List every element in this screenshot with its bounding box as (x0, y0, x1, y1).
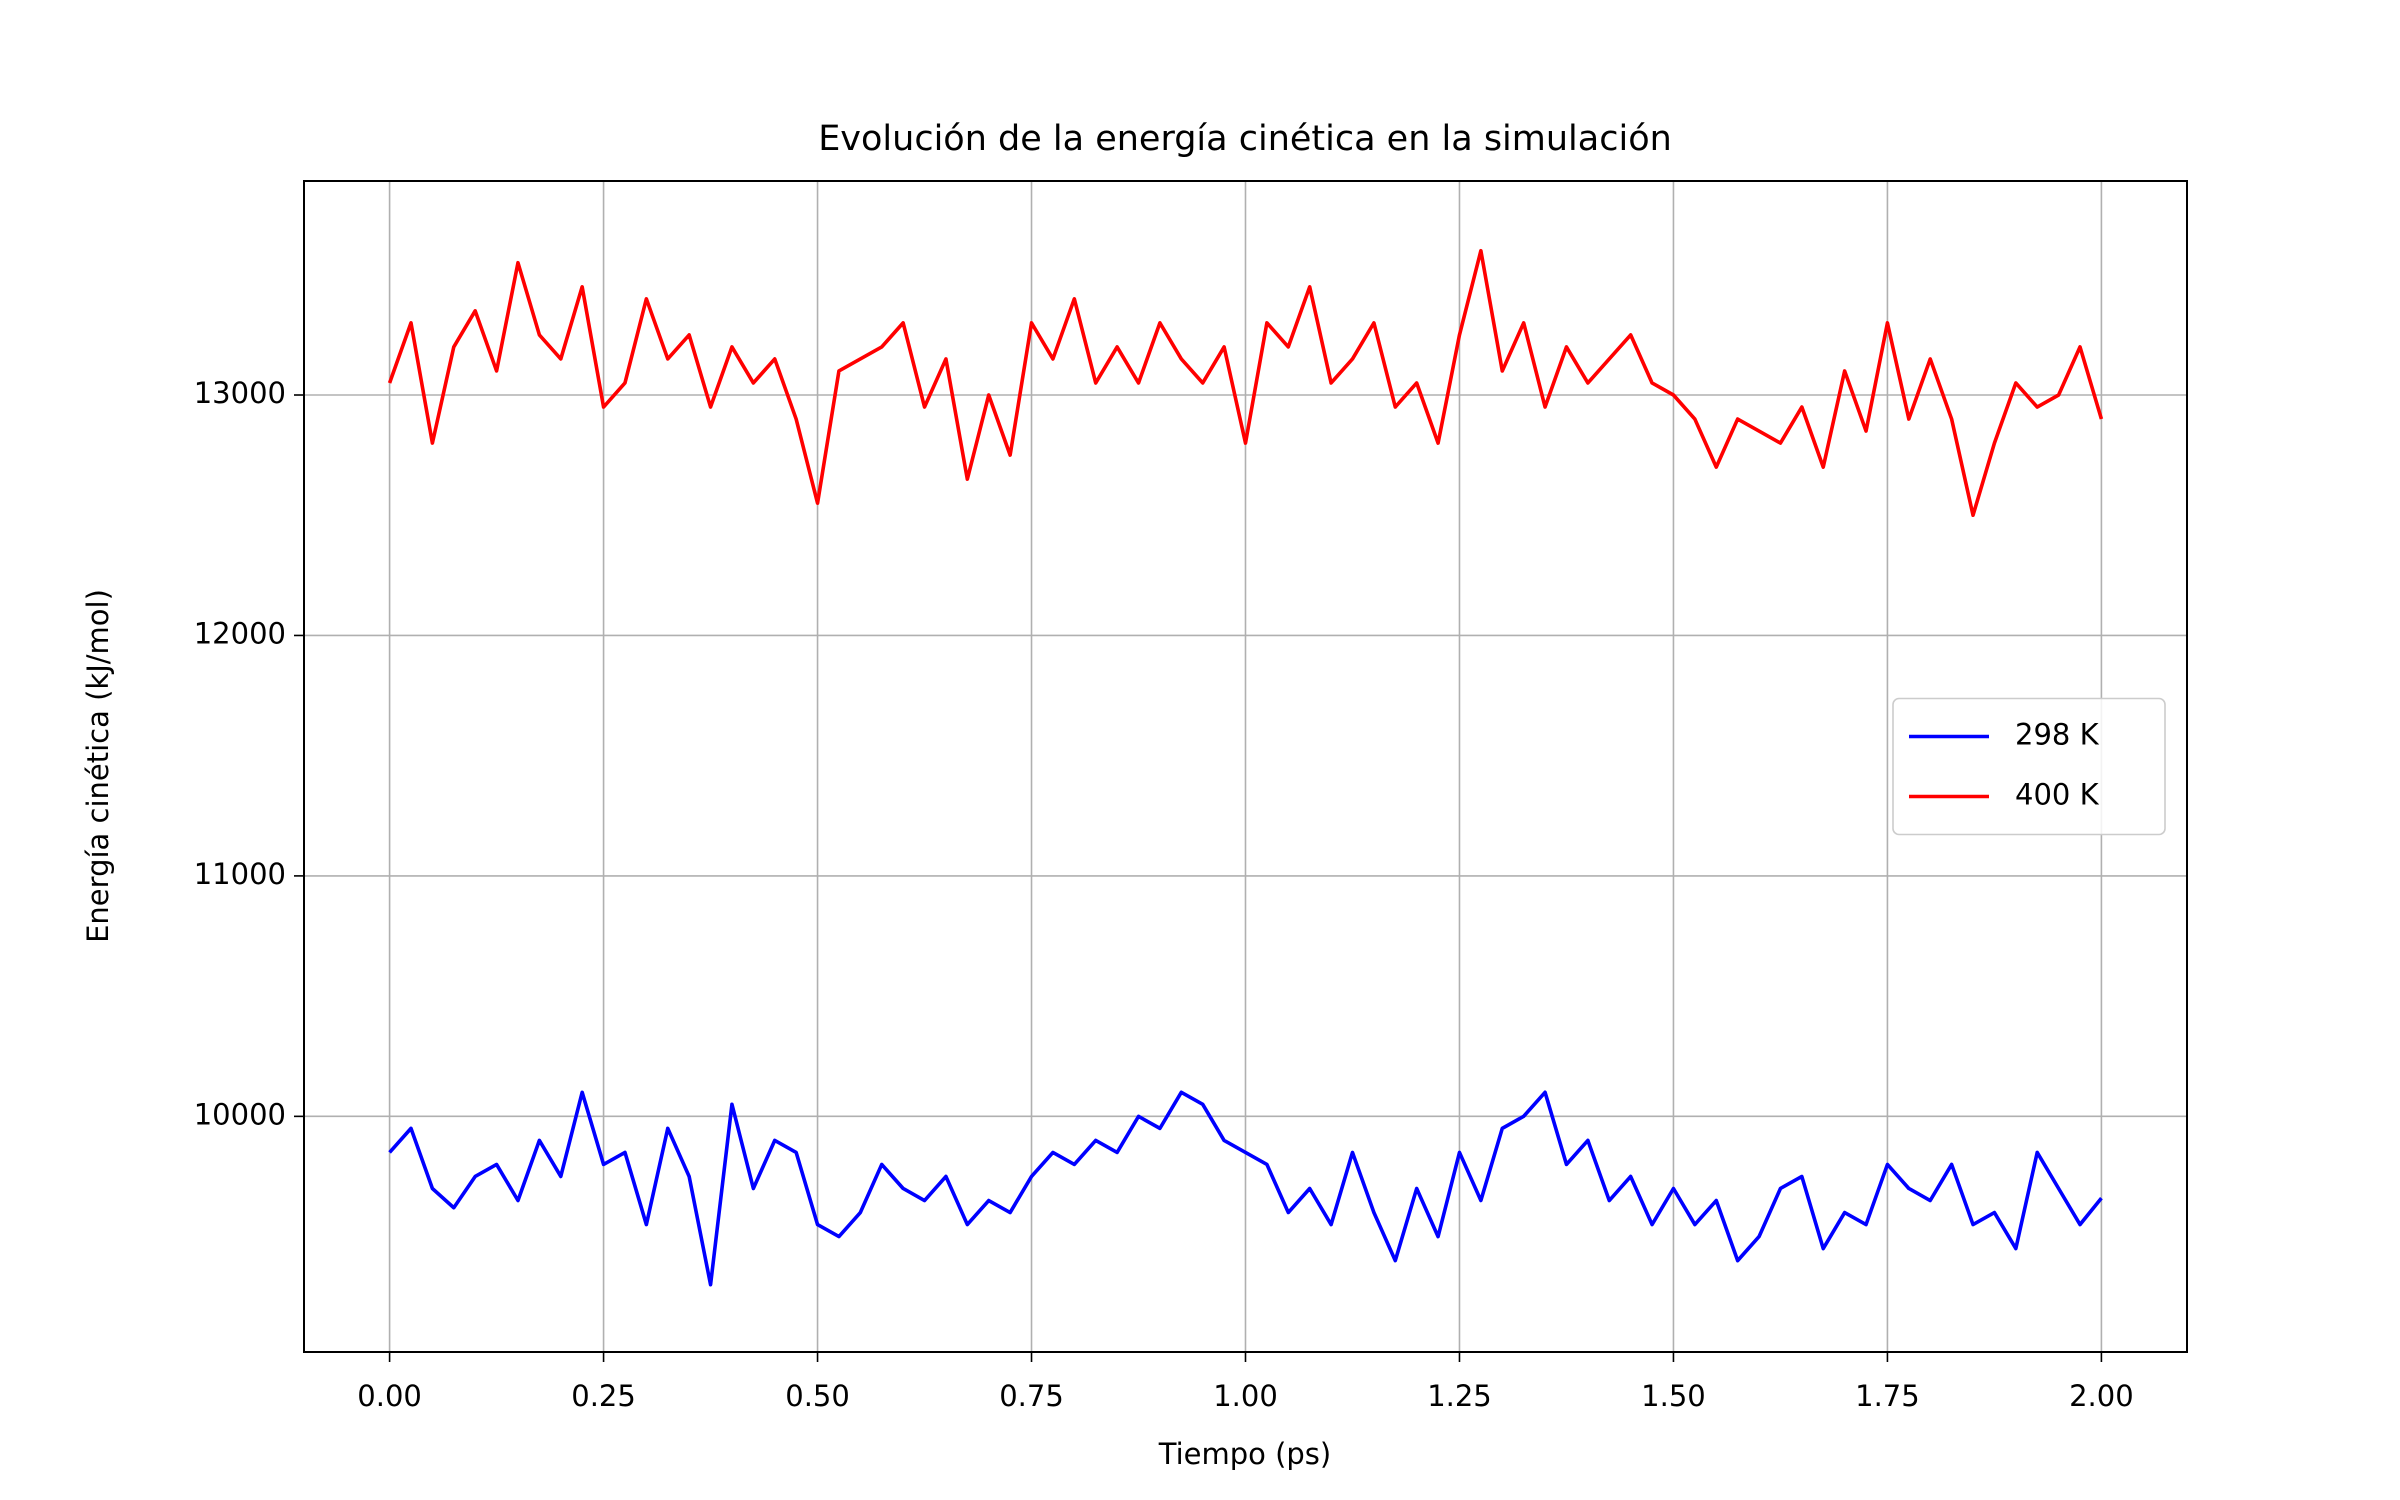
x-tick-label: 0.25 (571, 1379, 636, 1413)
legend: 298 K 400 K (1892, 697, 2166, 836)
x-tick-label: 1.50 (1641, 1379, 1706, 1413)
x-tick-label: 1.00 (1213, 1379, 1278, 1413)
legend-label: 298 K (2015, 718, 2100, 752)
y-axis-label: Energía cinética (kJ/mol) (81, 589, 115, 943)
x-tick-label: 1.75 (1855, 1379, 1920, 1413)
y-tick-label: 11000 (194, 857, 286, 891)
y-tick-label: 12000 (194, 616, 286, 650)
x-tick-label: 0.75 (999, 1379, 1064, 1413)
x-axis-label: Tiempo (ps) (1158, 1437, 1332, 1471)
data-line (388, 1090, 2103, 1287)
plot-frame (303, 180, 2188, 1353)
x-tick-label: 2.00 (2069, 1379, 2134, 1413)
data-line (387, 248, 2104, 518)
x-tick-label: 1.25 (1427, 1379, 1492, 1413)
y-tick-label: 13000 (194, 376, 286, 410)
x-tick-label: 0.50 (785, 1379, 850, 1413)
legend-box (1892, 697, 2166, 836)
y-tick-label: 10000 (194, 1097, 286, 1131)
chart-title: Evolución de la energía cinética en la s… (818, 119, 1672, 159)
x-tick-label: 0.00 (357, 1379, 422, 1413)
legend-label: 400 K (2015, 778, 2100, 812)
